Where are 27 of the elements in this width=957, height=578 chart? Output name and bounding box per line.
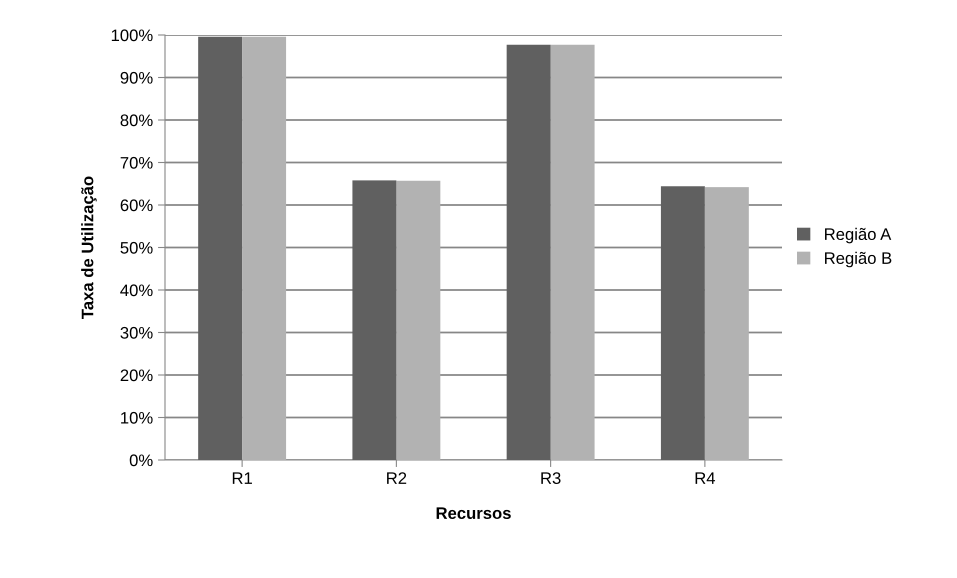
bar <box>198 36 242 460</box>
bar <box>506 44 551 460</box>
x-tick-label: R2 <box>387 472 406 484</box>
y-tick-label: 40% <box>120 284 153 296</box>
x-axis-title: Recursos <box>436 507 511 520</box>
x-tick-label: R4 <box>696 472 716 484</box>
y-tick-label: 80% <box>120 114 153 126</box>
y-tick-label: 0% <box>130 454 153 466</box>
bar <box>396 180 440 460</box>
y-tick-label: 10% <box>121 412 153 424</box>
bar <box>242 36 286 460</box>
y-tick-label: 20% <box>120 369 153 382</box>
y-tick-label: 30% <box>120 326 153 339</box>
x-tick-label: R3 <box>541 472 561 484</box>
y-tick-label: 60% <box>120 199 153 212</box>
bar <box>550 44 595 460</box>
y-tick-label: 90% <box>120 72 153 84</box>
y-axis-title: Taxa de Utilização <box>81 176 97 319</box>
y-tick-label: 70% <box>120 156 153 169</box>
y-tick-label: 50% <box>120 242 153 254</box>
bar <box>704 187 749 460</box>
legend-label: Região B <box>825 252 892 268</box>
legend-label: Região A <box>825 228 892 244</box>
bar <box>660 186 705 460</box>
x-tick-label: R1 <box>232 472 252 484</box>
bar <box>352 180 396 460</box>
y-tick-label: 100% <box>112 29 153 42</box>
